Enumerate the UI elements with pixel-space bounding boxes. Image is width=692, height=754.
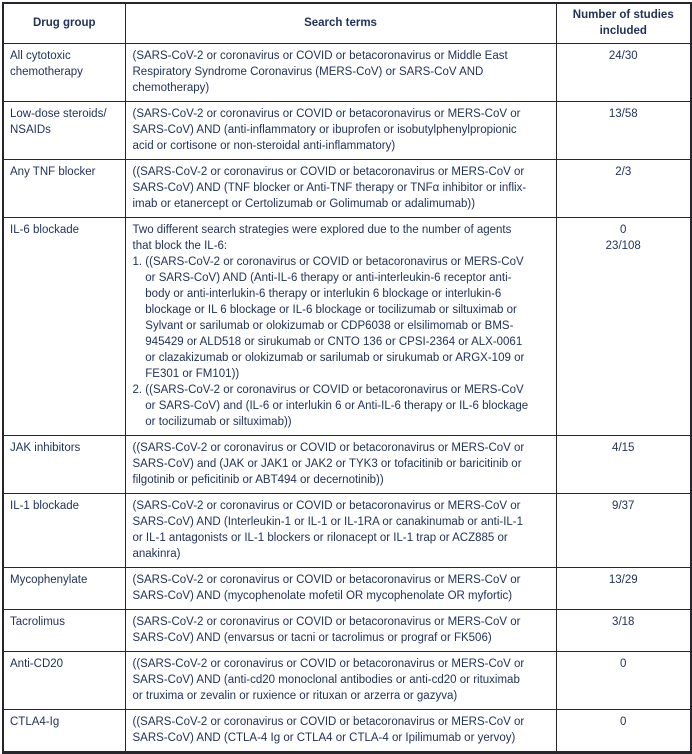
- search-terms-cell: (SARS-CoV-2 or coronavirus or COVID or b…: [124, 567, 557, 610]
- drug-group-cell: Any TNF blocker: [2, 159, 126, 218]
- studies-count-cell: 4/15: [555, 435, 692, 494]
- table-row: Low-dose steroids/ NSAIDs (SARS-CoV-2 or…: [2, 101, 692, 160]
- table-row: Anti-CD20 ((SARS-CoV-2 or coronavirus or…: [2, 651, 692, 710]
- search-terms-cell: ((SARS-CoV-2 or coronavirus or COVID or …: [124, 435, 557, 494]
- search-terms-cell: ((SARS-CoV-2 or coronavirus or COVID or …: [124, 159, 557, 218]
- studies-count-cell: 13/58: [555, 101, 692, 160]
- drug-group-cell: IL-6 blockade: [2, 217, 126, 436]
- table-row: Tacrolimus (SARS-CoV-2 or coronavirus or…: [2, 609, 692, 652]
- search-terms-cell: ((SARS-CoV-2 or coronavirus or COVID or …: [124, 651, 557, 710]
- drug-group-cell: Mycophenylate: [2, 567, 126, 610]
- drug-group-cell: All cytotoxic chemotherapy: [2, 43, 126, 102]
- table-row: CTLA4-Ig ((SARS-CoV-2 or coronavirus or …: [2, 709, 692, 753]
- search-terms-cell: (SARS-CoV-2 or coronavirus or COVID or b…: [124, 609, 557, 652]
- drug-group-cell: Low-dose steroids/ NSAIDs: [2, 101, 126, 160]
- table-header-row: Drug group Search terms Number of studie…: [2, 2, 692, 44]
- table-row: JAK inhibitors ((SARS-CoV-2 or coronavir…: [2, 435, 692, 494]
- search-terms-cell: (SARS-CoV-2 or coronavirus or COVID or b…: [124, 101, 557, 160]
- drug-group-cell: CTLA4-Ig: [2, 709, 126, 753]
- drug-group-cell: Tacrolimus: [2, 609, 126, 652]
- col-header-search-terms: Search terms: [124, 2, 557, 44]
- search-terms-cell: (SARS-CoV-2 or coronavirus or COVID or b…: [124, 493, 557, 568]
- table-row: All cytotoxic chemotherapy (SARS-CoV-2 o…: [2, 43, 692, 102]
- studies-count-cell: 24/30: [555, 43, 692, 102]
- col-header-number-of-studies: Number of studies included: [555, 2, 692, 44]
- table-row: IL-1 blockade (SARS-CoV-2 or coronavirus…: [2, 493, 692, 568]
- studies-count-cell: 9/37: [555, 493, 692, 568]
- table-row: Any TNF blocker ((SARS-CoV-2 or coronavi…: [2, 159, 692, 218]
- studies-count-cell: 0: [555, 709, 692, 753]
- studies-count-cell: 0: [555, 651, 692, 710]
- table-row: IL-6 blockade Two different search strat…: [2, 217, 692, 436]
- studies-count-cell: 0 23/108: [555, 217, 692, 436]
- search-terms-cell: ((SARS-CoV-2 or coronavirus or COVID or …: [124, 709, 557, 753]
- col-header-drug-group: Drug group: [2, 2, 126, 44]
- drug-group-cell: JAK inhibitors: [2, 435, 126, 494]
- search-terms-cell: (SARS-CoV-2 or coronavirus or COVID or b…: [124, 43, 557, 102]
- studies-count-cell: 2/3: [555, 159, 692, 218]
- search-terms-cell: Two different search strategies were exp…: [124, 217, 557, 436]
- studies-count-cell: 13/29: [555, 567, 692, 610]
- studies-count-cell: 3/18: [555, 609, 692, 652]
- drug-group-cell: Anti-CD20: [2, 651, 126, 710]
- drug-group-cell: IL-1 blockade: [2, 493, 126, 568]
- table-row: Mycophenylate (SARS-CoV-2 or coronavirus…: [2, 567, 692, 610]
